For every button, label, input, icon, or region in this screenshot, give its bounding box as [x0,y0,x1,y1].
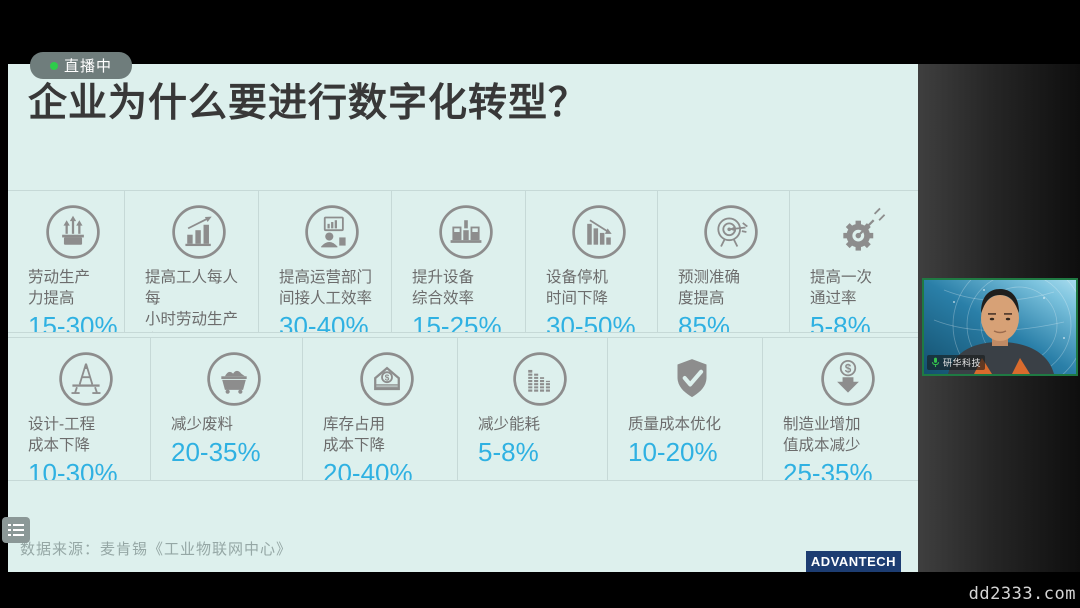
stat-value: 10-30% [28,458,118,480]
stat-row-1: 劳动生产 力提高 15-30% 提高工人每人每 小时劳动生产率 40-60% [8,190,918,333]
stat-card-design-cost: 设计-工程 成本下降 10-30% [8,338,151,480]
stat-card-hourly-productivity: 提高工人每人每 小时劳动生产率 40-60% [125,191,259,332]
webcam-video-tile[interactable]: 研华科技 [922,278,1078,376]
stat-card-energy: 减少能耗 5-8% [458,338,608,480]
machinery-icon [437,203,495,261]
stat-label: 劳动生产 力提高 [28,269,91,307]
stat-value: 15-25% [412,311,502,332]
declining-bars-icon [570,203,628,261]
stat-label: 质量成本优化 [628,416,722,433]
warehouse-dollar-icon: $ [358,350,416,408]
target-icon [702,203,760,261]
stat-value: 20-40% [323,458,413,480]
stat-label: 提升设备 综合效率 [412,269,475,307]
stat-card-equipment-oee: 提升设备 综合效率 15-25% [392,191,526,332]
stat-label: 提高工人每人每 小时劳动生产率 [145,269,239,328]
svg-text:$: $ [844,363,851,376]
list-icon [8,524,24,536]
stat-value: 5-8% [810,311,871,332]
stat-label: 提高运营部门 间接人工效率 [279,269,373,307]
live-dot-icon [49,61,58,70]
advantech-logo: ADVANTECH [806,551,901,572]
stat-value: 10-20% [628,437,718,467]
stat-label: 设计-工程 成本下降 [28,416,96,454]
stat-card-inventory-cost: $ 库存占用 成本下降 20-40% [303,338,458,480]
stat-value: 85% [678,311,731,332]
stat-card-downtime: 设备停机 时间下降 30-50% [526,191,658,332]
presentation-slide: 企业为什么要进行数字化转型？ 劳动生产 力提高 15-30% [8,64,918,572]
gear-dart-icon [832,203,890,261]
stat-card-first-pass-yield: 提高一次 通过率 5-8% [790,191,918,332]
productivity-icon [44,203,102,261]
stat-value: 5-8% [478,437,539,467]
microphone-icon [931,357,940,367]
stat-label: 制造业增加 值成本减少 [783,416,861,454]
participant-name: 研华科技 [943,358,982,368]
person-computer-icon [303,203,361,261]
stat-label: 库存占用 成本下降 [323,416,386,454]
stat-value: 30-50% [546,311,636,332]
stat-card-labor-productivity: 劳动生产 力提高 15-30% [8,191,125,332]
participant-name-tag: 研华科技 [927,355,986,370]
stat-card-indirect-labor: 提高运营部门 间接人工效率 30-40% [259,191,392,332]
waste-cart-icon [205,350,263,408]
stat-label: 减少能耗 [478,416,541,433]
stat-value: 15-30% [28,311,118,332]
rising-bar-chart-icon [170,203,228,261]
stat-card-waste: 减少废料 20-35% [151,338,303,480]
dollar-down-icon: $ [819,350,877,408]
stat-label: 预测准确 度提高 [678,269,741,307]
stat-label: 设备停机 时间下降 [546,269,609,307]
slide-title: 企业为什么要进行数字化转型？ [28,82,589,125]
drafting-table-icon [57,350,115,408]
stat-card-forecast-accuracy: 预测准确 度提高 85% [658,191,790,332]
shield-check-icon [663,350,721,408]
stat-value: 25-35% [783,458,873,480]
svg-text:$: $ [385,373,390,382]
outline-list-button[interactable] [2,517,30,543]
watermark-text: dd2333.com [968,584,1076,604]
stat-label: 提高一次 通过率 [810,269,873,307]
stat-row-2: 设计-工程 成本下降 10-30% 减少废料 20-35% [8,337,918,481]
live-badge-label: 直播中 [63,58,112,75]
live-status-badge: 直播中 [30,52,132,79]
stat-card-quality-cost: 质量成本优化 10-20% [608,338,763,480]
stat-card-value-added-cost: $ 制造业增加 值成本减少 25-35% [763,338,918,480]
stat-value: 30-40% [279,311,369,332]
energy-bars-icon [511,350,569,408]
stat-value: 20-35% [171,437,261,467]
data-source-text: 数据来源：麦肯锡《工业物联网中心》 [20,541,293,558]
stat-label: 减少废料 [171,416,234,433]
